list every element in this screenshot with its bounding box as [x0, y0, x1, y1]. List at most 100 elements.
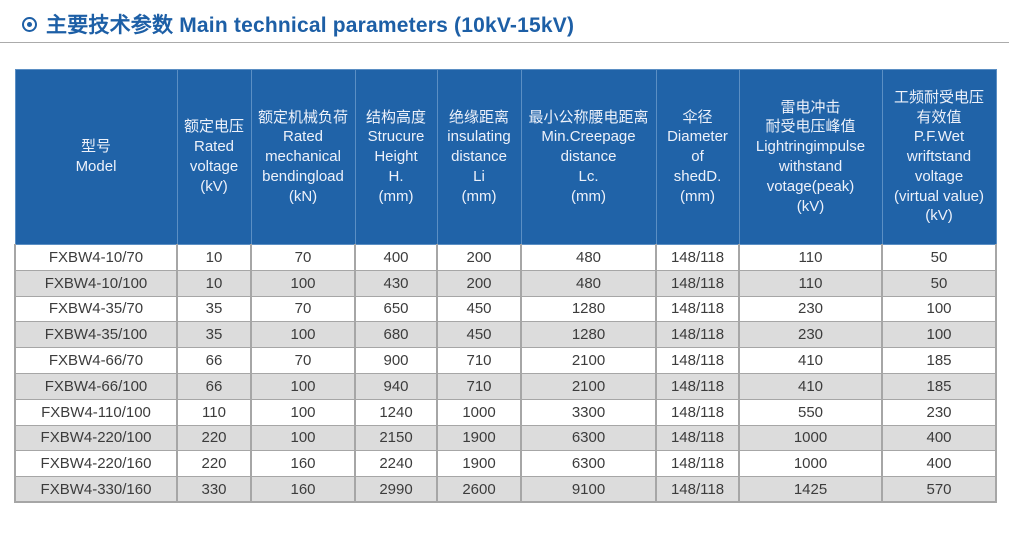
value-cell: 1240: [354, 398, 438, 426]
value-cell: 480: [520, 269, 657, 297]
model-cell: FXBW4-110/100: [14, 398, 178, 426]
value-cell: 650: [354, 295, 438, 323]
value-cell: 410: [738, 372, 883, 400]
value-cell: 1280: [520, 295, 657, 323]
value-cell: 110: [738, 269, 883, 297]
value-cell: 400: [354, 244, 438, 271]
value-cell: 148/118: [655, 372, 740, 400]
value-cell: 200: [436, 244, 522, 271]
value-cell: 940: [354, 372, 438, 400]
value-cell: 1900: [436, 450, 522, 478]
value-cell: 100: [250, 321, 356, 349]
value-cell: 2990: [354, 476, 438, 504]
column-header-rated-voltage: 额定电压 Rated voltage (kV): [176, 69, 252, 245]
value-cell: 185: [881, 372, 997, 400]
value-cell: 710: [436, 347, 522, 374]
table-row: FXBW4-330/160 330 160 2990 2600 9100 148/118 14…: [14, 476, 997, 504]
value-cell: 100: [250, 269, 356, 297]
model-cell: FXBW4-220/100: [14, 424, 178, 452]
value-cell: 35: [176, 321, 252, 349]
value-cell: 50: [881, 244, 997, 271]
value-cell: 100: [881, 321, 997, 349]
column-header-min-creepage-distance: 最小公称腰电距离 Min.Creepage distance Lc. (mm): [520, 69, 657, 245]
model-cell: FXBW4-66/100: [14, 372, 178, 400]
parameters-table: 型号 Model 额定电压 Rated voltage (kV) 额定机械负荷 Ra…: [14, 69, 997, 504]
value-cell: 110: [738, 244, 883, 271]
table-row: FXBW4-35/70 35 70 650 450 1280 148/118 230 100: [14, 295, 997, 323]
value-cell: 148/118: [655, 424, 740, 452]
value-cell: 100: [250, 424, 356, 452]
value-cell: 2100: [520, 347, 657, 374]
model-cell: FXBW4-330/160: [14, 476, 178, 504]
table-row: FXBW4-10/100 10 100 430 200 480 148/118 110 50: [14, 269, 997, 297]
value-cell: 70: [250, 347, 356, 374]
value-cell: 160: [250, 450, 356, 478]
value-cell: 100: [881, 295, 997, 323]
title-divider: [0, 42, 1009, 43]
value-cell: 100: [250, 372, 356, 400]
table-row: FXBW4-10/70 10 70 400 200 480 148/118 110 50: [14, 244, 997, 271]
table-header: 型号 Model 额定电压 Rated voltage (kV) 额定机械负荷 Ra…: [14, 69, 997, 245]
circle-dot-icon: [22, 16, 37, 32]
value-cell: 70: [250, 295, 356, 323]
value-cell: 1425: [738, 476, 883, 504]
value-cell: 200: [436, 269, 522, 297]
value-cell: 550: [738, 398, 883, 426]
table-row: FXBW4-220/100 220 100 2150 1900 6300 148/118 10…: [14, 424, 997, 452]
column-header-power-frequency-withstand-voltage: 工频耐受电压 有效值 P.F.Wet wriftstand voltage (v…: [881, 69, 997, 245]
value-cell: 100: [250, 398, 356, 426]
value-cell: 110: [176, 398, 252, 426]
value-cell: 50: [881, 269, 997, 297]
section-header: 主要技术参数 Main technical parameters (10kV-1…: [22, 9, 574, 39]
value-cell: 148/118: [655, 295, 740, 323]
value-cell: 148/118: [655, 244, 740, 271]
value-cell: 148/118: [655, 321, 740, 349]
value-cell: 6300: [520, 424, 657, 452]
value-cell: 220: [176, 424, 252, 452]
model-cell: FXBW4-10/100: [14, 269, 178, 297]
value-cell: 2240: [354, 450, 438, 478]
column-header-structure-height: 结构高度 Strucure Height H. (mm): [354, 69, 438, 245]
value-cell: 450: [436, 321, 522, 349]
value-cell: 1900: [436, 424, 522, 452]
header-row: 型号 Model 额定电压 Rated voltage (kV) 额定机械负荷 Ra…: [14, 69, 997, 245]
value-cell: 220: [176, 450, 252, 478]
value-cell: 1000: [738, 424, 883, 452]
value-cell: 400: [881, 424, 997, 452]
column-header-model: 型号 Model: [14, 69, 178, 245]
value-cell: 570: [881, 476, 997, 504]
value-cell: 450: [436, 295, 522, 323]
value-cell: 10: [176, 244, 252, 271]
value-cell: 6300: [520, 450, 657, 478]
model-cell: FXBW4-66/70: [14, 347, 178, 374]
model-cell: FXBW4-220/160: [14, 450, 178, 478]
value-cell: 148/118: [655, 450, 740, 478]
table-row: FXBW4-66/70 66 70 900 710 2100 148/118 410 185: [14, 347, 997, 374]
value-cell: 680: [354, 321, 438, 349]
value-cell: 35: [176, 295, 252, 323]
value-cell: 400: [881, 450, 997, 478]
value-cell: 230: [738, 295, 883, 323]
value-cell: 66: [176, 372, 252, 400]
column-header-shed-diameter: 伞径 Diameter of shedD. (mm): [655, 69, 740, 245]
value-cell: 1000: [738, 450, 883, 478]
table-body: FXBW4-10/70 10 70 400 200 480 148/118 110 50 FXBW…: [14, 244, 997, 504]
table-row: FXBW4-66/100 66 100 940 710 2100 148/118 410 185: [14, 372, 997, 400]
value-cell: 430: [354, 269, 438, 297]
value-cell: 410: [738, 347, 883, 374]
table-row: FXBW4-35/100 35 100 680 450 1280 148/118 230 100: [14, 321, 997, 349]
value-cell: 480: [520, 244, 657, 271]
table-row: FXBW4-110/100 110 100 1240 1000 3300 148/118 55…: [14, 398, 997, 426]
model-cell: FXBW4-35/100: [14, 321, 178, 349]
page-title: 主要技术参数 Main technical parameters (10kV-1…: [46, 14, 575, 37]
value-cell: 148/118: [655, 269, 740, 297]
value-cell: 3300: [520, 398, 657, 426]
value-cell: 10: [176, 269, 252, 297]
column-header-rated-mechanical-bending-load: 额定机械负荷 Rated mechanical bendingload (kN): [250, 69, 356, 245]
value-cell: 330: [176, 476, 252, 504]
value-cell: 160: [250, 476, 356, 504]
table-row: FXBW4-220/160 220 160 2240 1900 6300 148/118 10…: [14, 450, 997, 478]
value-cell: 70: [250, 244, 356, 271]
value-cell: 148/118: [655, 476, 740, 504]
value-cell: 66: [176, 347, 252, 374]
